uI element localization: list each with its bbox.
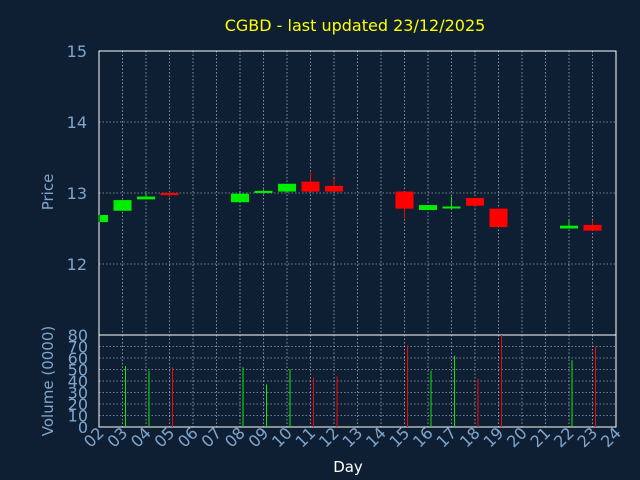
candle (442, 196, 461, 209)
candle-body (560, 225, 578, 229)
candle-body (419, 205, 437, 211)
candle-body (113, 200, 132, 211)
candle (489, 208, 508, 228)
candles (98, 172, 602, 231)
volume-bars (125, 335, 596, 427)
candle-body (395, 191, 414, 209)
candle (254, 189, 273, 194)
volume-tick-label: 80 (68, 326, 88, 345)
volume-tick-label: 10 (68, 407, 88, 426)
volume-tick-label: 70 (68, 338, 88, 357)
candle-body (254, 190, 273, 193)
price-y-tick-labels: 12 13 14 15 (67, 42, 87, 274)
candle (160, 191, 179, 198)
volume-axis-label: Volume (0000) (39, 326, 57, 436)
volume-tick-label: 40 (68, 372, 88, 391)
candle (301, 172, 320, 192)
candle (113, 200, 132, 211)
x-tick-labels: 0203040506070809101112131415161718192021… (80, 423, 625, 451)
candle-body (100, 215, 108, 223)
price-gridlines (99, 51, 616, 335)
candle (278, 183, 296, 193)
volume-tick-label: 30 (68, 384, 88, 403)
price-tick-label: 14 (67, 113, 87, 132)
candle (466, 197, 484, 206)
candle-body (325, 185, 343, 192)
x-axis-label: Day (333, 458, 363, 476)
candle-body (489, 208, 508, 228)
candle (395, 191, 414, 219)
price-tick-label: 12 (67, 255, 87, 274)
candle-body (231, 193, 249, 203)
candle-body (301, 181, 320, 192)
candle-body (466, 197, 484, 206)
candle (137, 193, 155, 200)
candle (325, 178, 343, 192)
candle-body (442, 206, 461, 209)
volume-tick-label: 20 (68, 395, 88, 414)
price-tick-label: 13 (67, 184, 87, 203)
candle (583, 219, 602, 231)
candle-body (137, 196, 155, 200)
candle-body (583, 224, 602, 231)
volume-tick-label: 50 (68, 361, 88, 380)
volume-tick-label: 60 (68, 349, 88, 368)
chart-title: CGBD - last updated 23/12/2025 (225, 16, 486, 35)
price-axis-label: Price (39, 174, 57, 211)
candle (231, 193, 249, 203)
candle-body (278, 183, 296, 192)
candle (560, 219, 578, 229)
volume-gridlines (99, 335, 616, 427)
candle-body (160, 193, 179, 196)
volume-tick-label: 0 (78, 418, 88, 437)
price-tick-label: 15 (67, 42, 87, 61)
x-tick-label: 24 (597, 423, 625, 451)
candle (419, 205, 437, 211)
candle (98, 215, 108, 223)
